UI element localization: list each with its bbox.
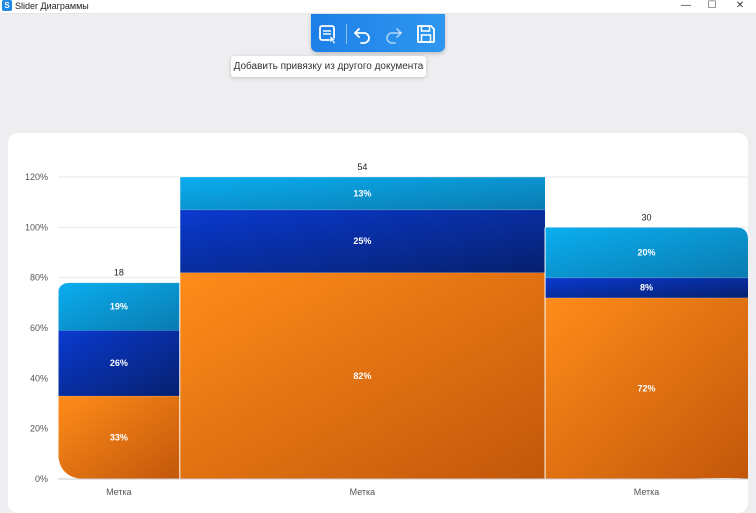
minimize-button[interactable]: — (681, 0, 691, 11)
undo-button[interactable] (351, 23, 373, 45)
save-icon (417, 25, 435, 43)
bar-segment-dark-blue (58, 330, 180, 396)
y-tick-label: 100% (25, 222, 48, 232)
bar-segment-cyan (58, 282, 180, 331)
bar-segment-dark-blue (179, 209, 546, 273)
data-label: 72% (638, 383, 656, 393)
redo-icon (386, 28, 402, 44)
data-label: 8% (640, 283, 653, 293)
y-tick-label: 0% (35, 474, 48, 484)
close-button[interactable]: ✕ (735, 0, 745, 11)
x-tick-label: Метка (350, 487, 376, 497)
data-label: 25% (353, 236, 371, 246)
y-tick-label: 80% (30, 273, 48, 283)
save-button[interactable] (415, 23, 437, 45)
mekko-chart: 0% 20% 40% 60% 80% 100% 120% 33% 26% 19% 18 Метка 82… (25, 162, 748, 497)
bar-segment-orange (58, 395, 180, 479)
data-label: 20% (638, 248, 656, 258)
y-tick-label: 20% (30, 424, 48, 434)
data-label: 82% (353, 371, 371, 381)
bar-column (545, 227, 748, 479)
redo-button[interactable] (383, 23, 405, 45)
bar-column (58, 282, 180, 479)
total-label: 30 (642, 212, 652, 222)
bar-column (179, 177, 546, 479)
chart-card: 0% 20% 40% 60% 80% 100% 120% 33% 26% 19% 18 Метка 82… (8, 133, 748, 513)
toolbar-separator (346, 24, 347, 44)
y-tick-label: 120% (25, 172, 48, 182)
maximize-button[interactable]: ☐ (707, 0, 717, 11)
data-label: 33% (110, 432, 128, 442)
window-title: Slider Диаграммы (15, 1, 89, 11)
app-logo-icon: S (2, 0, 12, 11)
title-bar: S Slider Диаграммы — ☐ ✕ (0, 0, 756, 14)
link-document-icon (319, 25, 337, 45)
data-label: 13% (353, 188, 371, 198)
bar-segment-dark-blue (545, 277, 748, 298)
bar-segment-cyan (179, 177, 546, 210)
undo-icon (354, 28, 370, 44)
y-tick-label: 60% (30, 323, 48, 333)
x-tick-label: Метка (106, 487, 132, 497)
data-label: 19% (110, 302, 128, 312)
floating-toolbar (311, 14, 445, 52)
total-label: 54 (357, 162, 367, 172)
data-label: 26% (110, 358, 128, 368)
add-link-button[interactable] (317, 23, 339, 45)
bar-segment-cyan (545, 227, 748, 278)
y-tick-label: 40% (30, 373, 48, 383)
bar-segment-orange (545, 297, 748, 479)
bar-segment-orange (179, 272, 546, 479)
total-label: 18 (114, 268, 124, 278)
x-tick-label: Метка (634, 487, 660, 497)
tooltip: Добавить привязку из другого документа (231, 56, 426, 77)
